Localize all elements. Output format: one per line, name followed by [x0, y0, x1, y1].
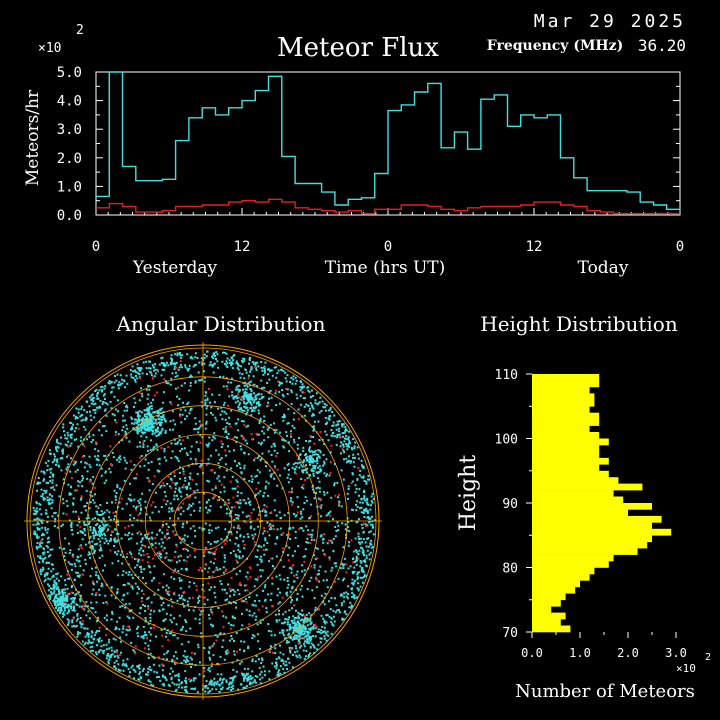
height-bar [532, 503, 652, 510]
height-bar [532, 438, 609, 446]
flux-ytick-label: 0.0 [57, 208, 82, 224]
height-bar [532, 599, 561, 607]
angular-chart [24, 342, 382, 700]
flux-series-background [96, 198, 680, 215]
height-bar [532, 619, 561, 626]
height-bar [532, 561, 609, 568]
height-xtick-label: 3.0 [665, 646, 687, 660]
flux-day-label-yesterday: Yesterday [132, 258, 218, 278]
height-ytick-label: 110 [495, 368, 518, 383]
angular-title: Angular Distribution [116, 312, 326, 336]
flux-multiplier-exp: 2 [76, 23, 84, 38]
height-bar [532, 548, 638, 555]
height-bar [532, 451, 600, 459]
height-bar [532, 541, 648, 549]
height-bar [532, 580, 580, 588]
height-title: Height Distribution [480, 312, 678, 336]
height-bar [532, 625, 571, 633]
height-bar [532, 574, 590, 581]
height-bar [532, 477, 619, 484]
height-ytick-label: 100 [495, 433, 518, 448]
height-bar [532, 522, 652, 530]
flux-ytick-label: 2.0 [57, 151, 82, 167]
height-bar [532, 593, 566, 601]
date-label: Mar 29 2025 [534, 11, 686, 32]
height-multiplier-exp: 2 [705, 652, 711, 663]
height-bar [532, 464, 600, 472]
height-xlabel: Number of Meteors [515, 681, 695, 702]
flux-chart: 0.0 1.0 2.0 3.0 4.0 5.0 0 12 0 12 0 [57, 65, 685, 255]
flux-ytick-label: 3.0 [57, 122, 82, 138]
flux-xtick-label: 12 [526, 239, 543, 255]
height-bar [532, 393, 595, 401]
height-bar [532, 380, 600, 388]
height-bar [532, 567, 595, 575]
height-bar [532, 528, 672, 536]
flux-xtick-label: 0 [384, 239, 392, 255]
flux-xlabel: Time (hrs UT) [325, 258, 446, 278]
height-ytick-label: 80 [502, 562, 518, 577]
flux-day-label-today: Today [578, 258, 629, 278]
height-xtick-label: 1.0 [569, 646, 591, 660]
height-bar [532, 419, 600, 426]
angular-points [32, 350, 376, 694]
flux-ytick-label: 1.0 [57, 179, 82, 195]
height-bar [532, 612, 566, 620]
height-bar [532, 406, 590, 414]
height-ytick-label: 70 [502, 626, 518, 641]
page-title: Meteor Flux [277, 33, 439, 63]
height-bar [532, 445, 600, 452]
height-bar [532, 535, 652, 543]
height-bar [532, 606, 552, 613]
height-bar [532, 432, 600, 439]
frequency-label: Frequency (MHz) [487, 38, 624, 54]
height-bar [532, 399, 595, 407]
height-bar [532, 386, 590, 394]
frequency-value: 36.20 [638, 36, 686, 55]
height-chart: 70 80 90 100 110 0.0 1.0 2.0 3.0 [495, 368, 687, 660]
height-multiplier: ×10 [676, 662, 696, 675]
height-bar [532, 457, 609, 465]
height-bar [532, 490, 614, 497]
height-bar [532, 470, 609, 478]
height-bar [532, 554, 614, 562]
flux-ytick-label: 4.0 [57, 94, 82, 110]
height-bar [532, 425, 590, 433]
height-bar [532, 412, 600, 420]
flux-series-total [96, 71, 680, 210]
height-bar [532, 515, 662, 523]
flux-xtick-label: 0 [676, 239, 684, 255]
flux-ylabel: Meteors/hr [23, 89, 43, 186]
flux-multiplier: ×10 [38, 41, 61, 56]
height-xtick-label: 2.0 [617, 646, 639, 660]
height-ytick-label: 90 [502, 497, 518, 512]
height-bar [532, 496, 624, 504]
height-ylabel: Height [456, 455, 481, 531]
flux-xtick-label: 12 [234, 239, 251, 255]
height-xtick-label: 0.0 [521, 646, 543, 660]
height-bar [532, 586, 576, 594]
height-bar [532, 509, 628, 517]
height-bar [532, 483, 643, 491]
flux-ytick-label: 5.0 [57, 65, 82, 81]
flux-xtick-label: 0 [92, 239, 100, 255]
height-bar [532, 374, 600, 381]
